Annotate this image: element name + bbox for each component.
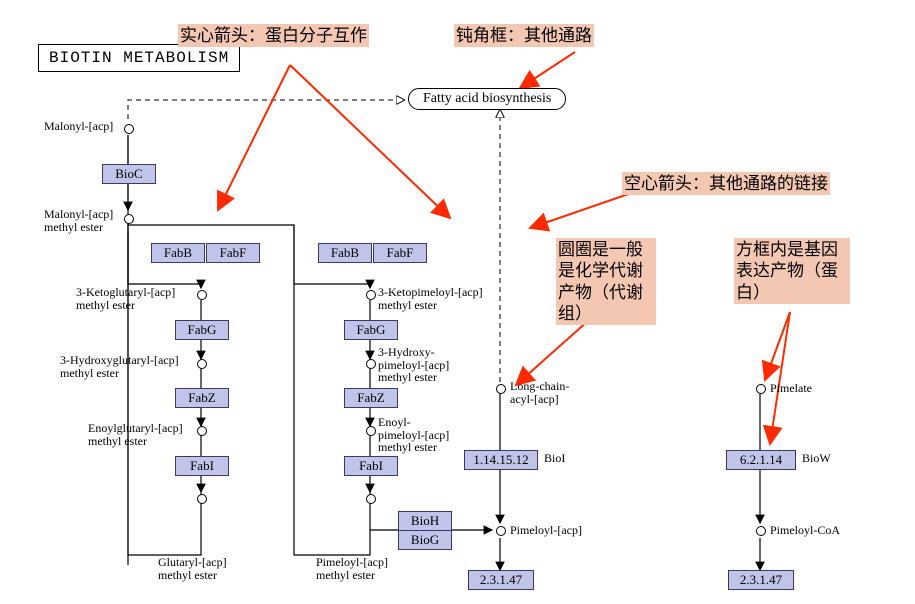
annotation-circle: 圆圈是一般是化学代谢产物（代谢组） <box>556 238 656 325</box>
gene-bioh: BioH <box>398 511 452 531</box>
compound-dot <box>124 214 134 224</box>
gene-fabb-1: FabB <box>151 243 205 263</box>
compound-glutaryl: Glutaryl-[acp] methyl ester <box>158 556 227 581</box>
annotation-hollow-arrow: 空心箭头：其他通路的链接 <box>622 172 830 195</box>
gene-bioi-label: BioI <box>544 452 565 465</box>
compound-dot <box>366 494 376 504</box>
compound-hydroxyglutaryl: 3-Hydroxyglutaryl-[acp] methyl ester <box>60 354 179 379</box>
compound-dot <box>197 290 207 300</box>
pathway-fatty-acid-biosynthesis: Fatty acid biosynthesis <box>408 88 566 110</box>
gene-biow-label: BioW <box>802 452 831 465</box>
gene-fabi-1: FabI <box>175 456 229 476</box>
compound-dot <box>197 426 207 436</box>
gene-ec-23147-a: 2.3.1.47 <box>468 570 534 590</box>
gene-fabf-2: FabF <box>373 243 427 263</box>
page-title: BIOTIN METABOLISM <box>38 44 240 72</box>
compound-ketoglutaryl: 3-Ketoglutaryl-[acp] methyl ester <box>76 286 175 311</box>
gene-fabz-1: FabZ <box>175 388 229 408</box>
gene-biog: BioG <box>398 530 452 550</box>
compound-dot <box>756 526 766 536</box>
compound-enoylpimeloyl: Enoyl- pimeloyl-[acp] methyl ester <box>378 416 449 454</box>
gene-fabz-2: FabZ <box>344 388 398 408</box>
compound-pimeloyl-me: Pimeloyl-[acp] methyl ester <box>316 556 388 581</box>
compound-pimelate: Pimelate <box>770 382 812 395</box>
compound-dot <box>366 290 376 300</box>
gene-fabi-2: FabI <box>344 456 398 476</box>
compound-dot <box>197 359 207 369</box>
compound-dot <box>366 359 376 369</box>
compound-dot <box>756 384 766 394</box>
compound-malonyl-acp: Malonyl-[acp] <box>44 120 113 133</box>
compound-pimeloyl-coa: Pimeloyl-CoA <box>770 524 840 537</box>
gene-bioi-ec: 1.14.15.12 <box>464 450 538 470</box>
gene-fabg-1: FabG <box>175 320 229 340</box>
compound-malonyl-acp-me: Malonyl-[acp] methyl ester <box>44 208 113 233</box>
compound-dot <box>124 124 134 134</box>
compound-dot <box>197 494 207 504</box>
compound-dot <box>496 526 506 536</box>
annotation-rounded-box: 钝角框：其他通路 <box>454 24 594 47</box>
compound-hydroxypimeloyl: 3-Hydroxy- pimeloyl-[acp] methyl ester <box>378 346 449 384</box>
annotation-box: 方框内是基因表达产物（蛋白） <box>734 238 850 304</box>
gene-ec-23147-b: 2.3.1.47 <box>728 570 794 590</box>
annotation-solid-arrow: 实心箭头：蛋白分子互作 <box>178 24 369 47</box>
gene-bioc: BioC <box>102 164 156 184</box>
gene-fabf-1: FabF <box>206 243 260 263</box>
compound-pimeloyl-acp: Pimeloyl-[acp] <box>510 524 582 537</box>
compound-long-chain: Long-chain- acyl-[acp] <box>510 380 569 405</box>
compound-enoylglutaryl: Enoylglutaryl-[acp] methyl ester <box>88 422 183 447</box>
compound-ketopimeloyl: 3-Ketopimeloyl-[acp] methyl ester <box>378 286 483 311</box>
gene-fabg-2: FabG <box>344 320 398 340</box>
compound-dot <box>496 384 506 394</box>
compound-dot <box>366 426 376 436</box>
gene-biow-ec: 6.2.1.14 <box>726 450 796 470</box>
gene-fabb-2: FabB <box>318 243 372 263</box>
